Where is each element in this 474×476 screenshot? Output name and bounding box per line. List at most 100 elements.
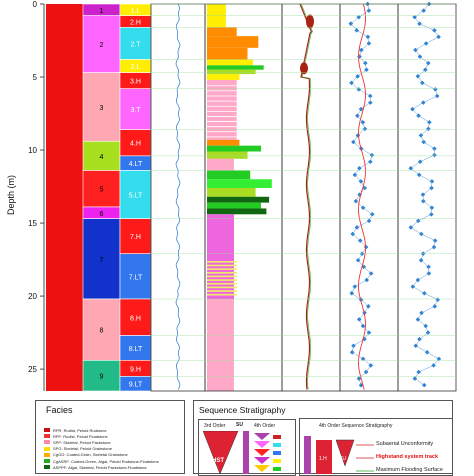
lithology-bar xyxy=(207,69,256,75)
zone-label: 5 xyxy=(100,187,104,194)
zone-label: 4 xyxy=(100,154,104,161)
cycle-label: 9.LT xyxy=(129,382,143,389)
data-point xyxy=(421,382,427,388)
interbed-line xyxy=(207,279,237,281)
axis-tick-label: 15 xyxy=(28,219,37,228)
fourth-order-triangle xyxy=(254,465,270,472)
facies-swatch xyxy=(44,459,50,463)
zone-label: 2 xyxy=(100,42,104,49)
cycle-swatch xyxy=(273,443,281,447)
lithology-bar xyxy=(207,47,248,60)
cycle-label: 4.H xyxy=(130,141,141,148)
facies-entry: CgASRF: Coated-Green, Algal, Peloid Ruds… xyxy=(53,458,159,464)
fourth-order-key xyxy=(304,436,355,474)
wiggle-curve xyxy=(175,3,181,390)
fourth-order-triangle xyxy=(254,449,270,456)
cycle-label: 2.L xyxy=(131,64,141,71)
cycle-label: 8.H xyxy=(130,315,141,322)
interbed-line xyxy=(207,282,237,285)
fourth-order-triangle xyxy=(254,433,270,440)
data-point xyxy=(358,382,364,388)
facies-entry: CgGG: Coated-Grain, Skeletal Grainstone xyxy=(53,452,128,458)
track-frame xyxy=(281,3,341,392)
lithology-bar xyxy=(207,202,261,209)
cycle-block xyxy=(119,129,152,157)
facies-swatch xyxy=(44,440,50,445)
facies-swatch xyxy=(44,434,50,439)
facies-legend: Facies RPR: Rudist, Peloid Rudstone RPF: … xyxy=(35,400,185,474)
facies-swatch xyxy=(44,428,50,432)
smoothed-curve xyxy=(358,3,366,390)
sequence-stratigraphy-legend: Sequence Stratigraphy 3rd Order SU 4th O… xyxy=(193,400,453,476)
lithology-bar xyxy=(207,214,234,299)
lithology-bar xyxy=(207,59,253,66)
cycle-column: 1.L 2.H 2.T 2.L 3.H 3.T 4.H 4.LT 5.LT 7.H 7.LT 8.H 8… xyxy=(119,3,152,392)
lithology-bar-track xyxy=(205,4,282,391)
stratigraphic-log: 0 5 10 15 20 25 1 2 3 4 5 6 7 8 9 1.L 2.H 2.T 2.L 3.H 3.T 4… xyxy=(6,0,457,392)
facies-entry: RPR: Rudist, Peloid Rudstone xyxy=(53,427,107,433)
key-1h-box xyxy=(316,440,332,474)
zone-block xyxy=(82,218,121,300)
cycle-label: 2.T xyxy=(130,41,141,48)
lithology-bar xyxy=(207,179,272,189)
cycle-block xyxy=(119,88,152,130)
facies-entry: SPP: Skeletal, Peloid Packstone xyxy=(53,439,111,445)
depth-axis-title: Depth (m) xyxy=(6,175,16,215)
red-strip xyxy=(46,4,83,391)
su-header: SU xyxy=(236,422,243,428)
sea-level-curve-track xyxy=(299,3,314,390)
cycle-swatch xyxy=(273,435,281,439)
cycle-block xyxy=(119,253,152,300)
interbed-line xyxy=(207,271,237,274)
cycle-label: 5.LT xyxy=(129,193,143,200)
track-frame xyxy=(150,3,206,392)
interbed-line xyxy=(207,293,237,296)
curve-bulge xyxy=(300,62,308,75)
zone-label: 1 xyxy=(100,8,104,15)
lithology-bar xyxy=(207,139,240,146)
key-triangle xyxy=(335,439,355,467)
su-bar xyxy=(243,431,249,474)
axis-tick-label: 0 xyxy=(33,0,38,9)
key-su-label: SU xyxy=(339,456,346,462)
axis-tick-label: 20 xyxy=(28,292,37,301)
key-lines xyxy=(356,444,374,472)
mfs-label: Maximum Flooding Surface xyxy=(376,467,443,473)
zone-label: 3 xyxy=(100,105,104,112)
key-1h-label: 1.H xyxy=(319,456,327,462)
interbed-line xyxy=(207,290,237,292)
interbed-line xyxy=(207,275,237,278)
lithology-bar xyxy=(207,188,256,197)
axis-tick-label: 5 xyxy=(33,73,38,82)
cycle-label: 3.T xyxy=(130,107,141,114)
cycle-label: 8.LT xyxy=(129,346,143,353)
order-table-graphics xyxy=(202,431,281,475)
zone-block xyxy=(82,170,121,208)
lithology-bar xyxy=(207,298,234,391)
lithology-bar xyxy=(207,208,267,215)
lithology-bar xyxy=(207,158,234,171)
zone-block xyxy=(82,298,121,361)
data-line xyxy=(350,3,373,386)
log-curve-track-1 xyxy=(348,1,375,390)
cycle-label: 3.H xyxy=(130,79,141,86)
curve-bulge xyxy=(306,14,314,29)
zone-label: 8 xyxy=(100,328,104,335)
interbed-line xyxy=(207,264,237,267)
third-order-header: 3rd Order xyxy=(204,423,226,429)
cycle-swatch xyxy=(273,451,281,455)
axis-tick-label: 25 xyxy=(28,365,37,374)
lithology-bar xyxy=(207,196,270,203)
highstand-label: Highstand system track xyxy=(376,454,439,460)
zone-label: 7 xyxy=(100,257,104,264)
lithology-bar xyxy=(207,65,264,70)
facies-swatch xyxy=(44,446,50,451)
fourth-order-header: 4th Order xyxy=(254,423,276,429)
hst-triangle xyxy=(202,431,239,475)
zone-block xyxy=(82,72,121,142)
sea-level-curve xyxy=(299,3,313,390)
lithology-bar xyxy=(207,170,251,180)
cycle-label: 1.L xyxy=(131,8,141,15)
interbed-line xyxy=(207,261,237,263)
zone-block xyxy=(82,15,121,73)
